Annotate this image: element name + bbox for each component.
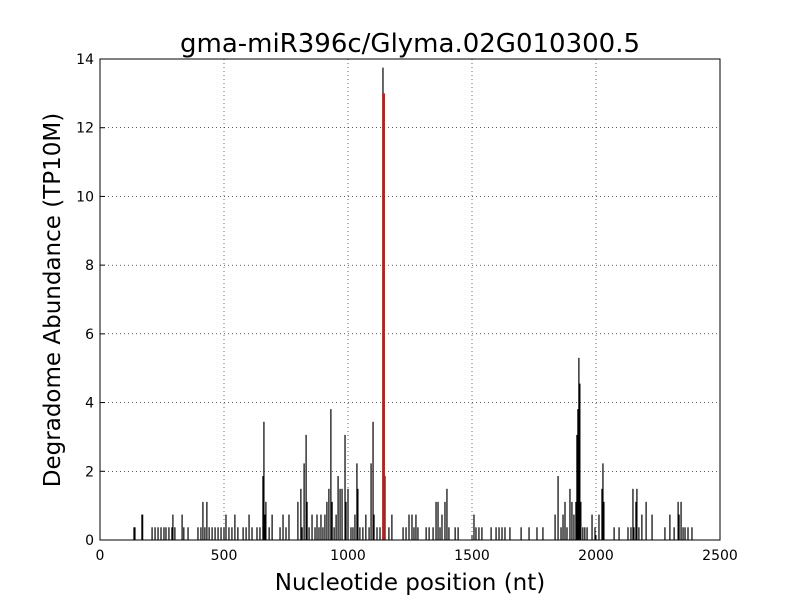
y-tick-label: 10 xyxy=(76,189,94,205)
y-tick-label: 6 xyxy=(85,327,94,343)
x-axis-label: Nucleotide position (nt) xyxy=(275,570,545,596)
x-tick-label: 2500 xyxy=(702,548,738,564)
y-tick-label: 4 xyxy=(85,396,94,412)
y-tick-label: 8 xyxy=(85,258,94,274)
y-tick-label: 14 xyxy=(76,52,94,68)
x-tick-label: 1500 xyxy=(454,548,490,564)
plot-frame xyxy=(99,58,721,541)
x-tick-label: 1000 xyxy=(330,548,366,564)
y-tick-label: 2 xyxy=(85,464,94,480)
y-tick-label: 12 xyxy=(76,121,94,137)
x-tick-label: 0 xyxy=(96,548,105,564)
x-tick-label: 500 xyxy=(211,548,238,564)
x-tick-label: 2000 xyxy=(578,548,614,564)
y-tick-label: 0 xyxy=(85,533,94,549)
chart-title: gma-miR396c/Glyma.02G010300.5 xyxy=(180,29,640,59)
y-axis-label: Degradome Abundance (TP10M) xyxy=(40,113,66,487)
